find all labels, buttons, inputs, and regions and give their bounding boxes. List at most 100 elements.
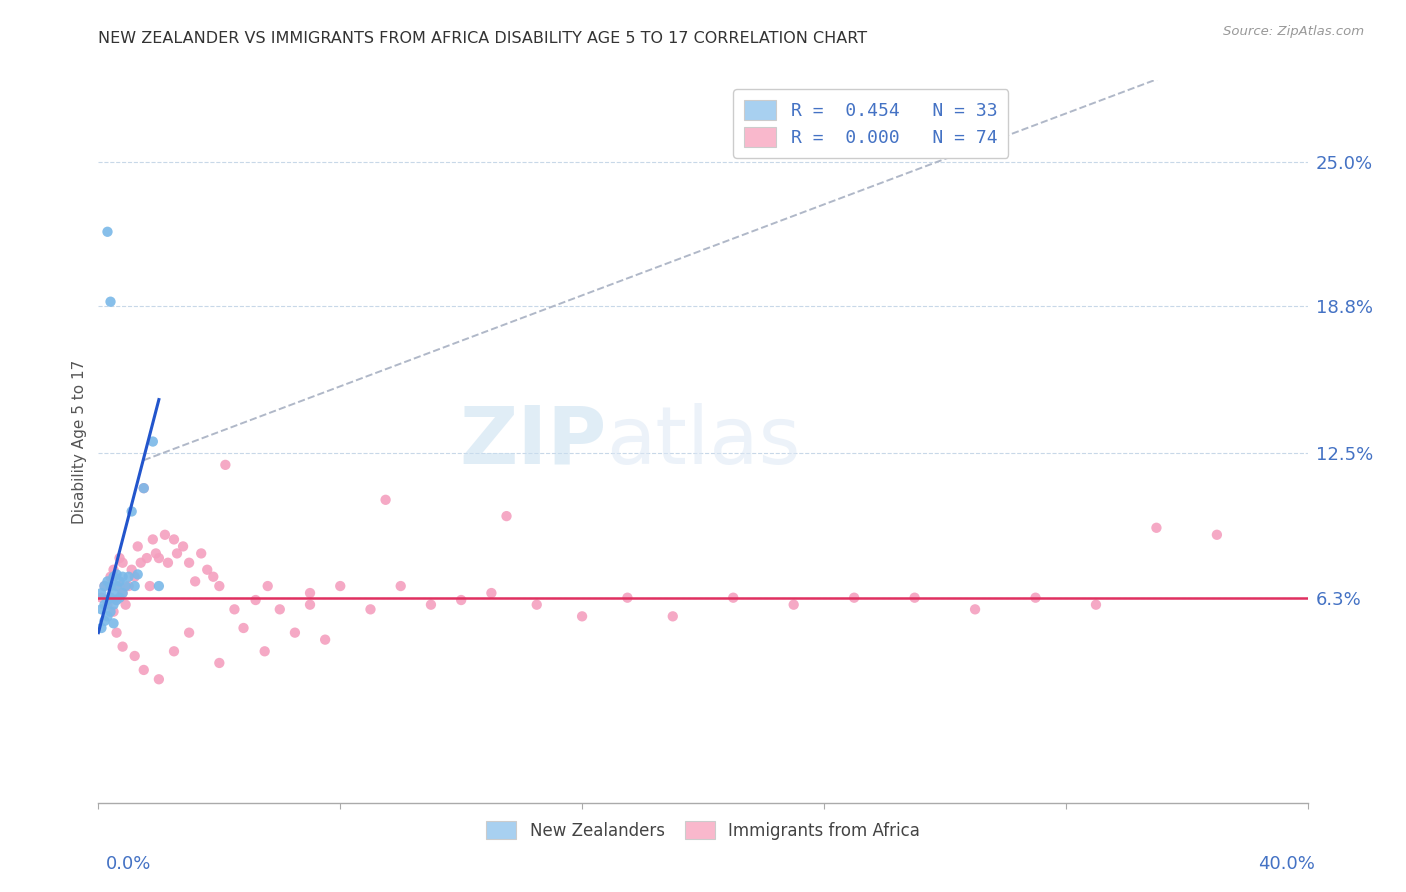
- Point: [245, 593, 267, 607]
- Text: atlas: atlas: [606, 402, 800, 481]
- Point: [299, 586, 322, 600]
- Point: [103, 598, 125, 612]
- Point: [661, 609, 683, 624]
- Point: [103, 616, 125, 631]
- Point: [142, 533, 165, 547]
- Point: [571, 609, 593, 624]
- Point: [96, 598, 118, 612]
- Point: [127, 567, 149, 582]
- Point: [90, 621, 112, 635]
- Y-axis label: Disability Age 5 to 17: Disability Age 5 to 17: [72, 359, 87, 524]
- Point: [253, 644, 276, 658]
- Point: [314, 632, 336, 647]
- Point: [299, 598, 322, 612]
- Point: [195, 563, 218, 577]
- Point: [139, 579, 162, 593]
- Point: [360, 602, 382, 616]
- Point: [269, 602, 291, 616]
- Point: [284, 625, 307, 640]
- Point: [96, 593, 118, 607]
- Point: [148, 579, 170, 593]
- Point: [108, 574, 131, 589]
- Point: [105, 593, 128, 607]
- Point: [105, 625, 128, 640]
- Point: [616, 591, 638, 605]
- Point: [153, 528, 176, 542]
- Point: [214, 458, 236, 472]
- Point: [179, 625, 201, 640]
- Point: [132, 481, 155, 495]
- Point: [111, 570, 134, 584]
- Point: [103, 570, 125, 584]
- Point: [90, 591, 112, 605]
- Point: [329, 579, 352, 593]
- Point: [108, 551, 131, 566]
- Legend: New Zealanders, Immigrants from Africa: New Zealanders, Immigrants from Africa: [479, 814, 927, 847]
- Point: [132, 481, 155, 495]
- Point: [163, 533, 186, 547]
- Point: [224, 602, 246, 616]
- Point: [105, 579, 128, 593]
- Point: [103, 586, 125, 600]
- Point: [184, 574, 207, 589]
- Point: [111, 556, 134, 570]
- Point: [389, 579, 412, 593]
- Point: [202, 570, 225, 584]
- Point: [111, 586, 134, 600]
- Point: [108, 579, 131, 593]
- Point: [100, 591, 122, 605]
- Point: [100, 294, 122, 309]
- Point: [124, 648, 146, 663]
- Point: [121, 563, 143, 577]
- Point: [121, 504, 143, 518]
- Point: [124, 570, 146, 584]
- Point: [526, 598, 548, 612]
- Point: [100, 570, 122, 584]
- Point: [145, 546, 167, 560]
- Point: [111, 640, 134, 654]
- Point: [1024, 591, 1046, 605]
- Point: [723, 591, 745, 605]
- Point: [148, 551, 170, 566]
- Point: [420, 598, 443, 612]
- Point: [127, 540, 149, 554]
- Point: [965, 602, 987, 616]
- Point: [208, 656, 231, 670]
- Point: [103, 605, 125, 619]
- Point: [114, 598, 136, 612]
- Point: [904, 591, 927, 605]
- Point: [172, 540, 194, 554]
- Point: [105, 593, 128, 607]
- Point: [142, 434, 165, 449]
- Point: [100, 579, 122, 593]
- Point: [96, 225, 118, 239]
- Point: [1085, 598, 1108, 612]
- Point: [179, 556, 201, 570]
- Point: [208, 579, 231, 593]
- Point: [844, 591, 866, 605]
- Text: NEW ZEALANDER VS IMMIGRANTS FROM AFRICA DISABILITY AGE 5 TO 17 CORRELATION CHART: NEW ZEALANDER VS IMMIGRANTS FROM AFRICA …: [98, 31, 868, 46]
- Point: [100, 605, 122, 619]
- Point: [166, 546, 188, 560]
- Point: [232, 621, 254, 635]
- Point: [108, 591, 131, 605]
- Point: [129, 556, 152, 570]
- Point: [481, 586, 503, 600]
- Point: [1206, 528, 1229, 542]
- Point: [105, 567, 128, 582]
- Point: [163, 644, 186, 658]
- Point: [495, 509, 517, 524]
- Point: [90, 602, 112, 616]
- Text: 0.0%: 0.0%: [105, 855, 150, 872]
- Point: [783, 598, 806, 612]
- Point: [148, 673, 170, 687]
- Point: [96, 574, 118, 589]
- Point: [114, 579, 136, 593]
- Text: Source: ZipAtlas.com: Source: ZipAtlas.com: [1223, 25, 1364, 38]
- Point: [156, 556, 179, 570]
- Point: [96, 609, 118, 624]
- Point: [1144, 521, 1167, 535]
- Point: [190, 546, 212, 560]
- Point: [124, 579, 146, 593]
- Point: [135, 551, 157, 566]
